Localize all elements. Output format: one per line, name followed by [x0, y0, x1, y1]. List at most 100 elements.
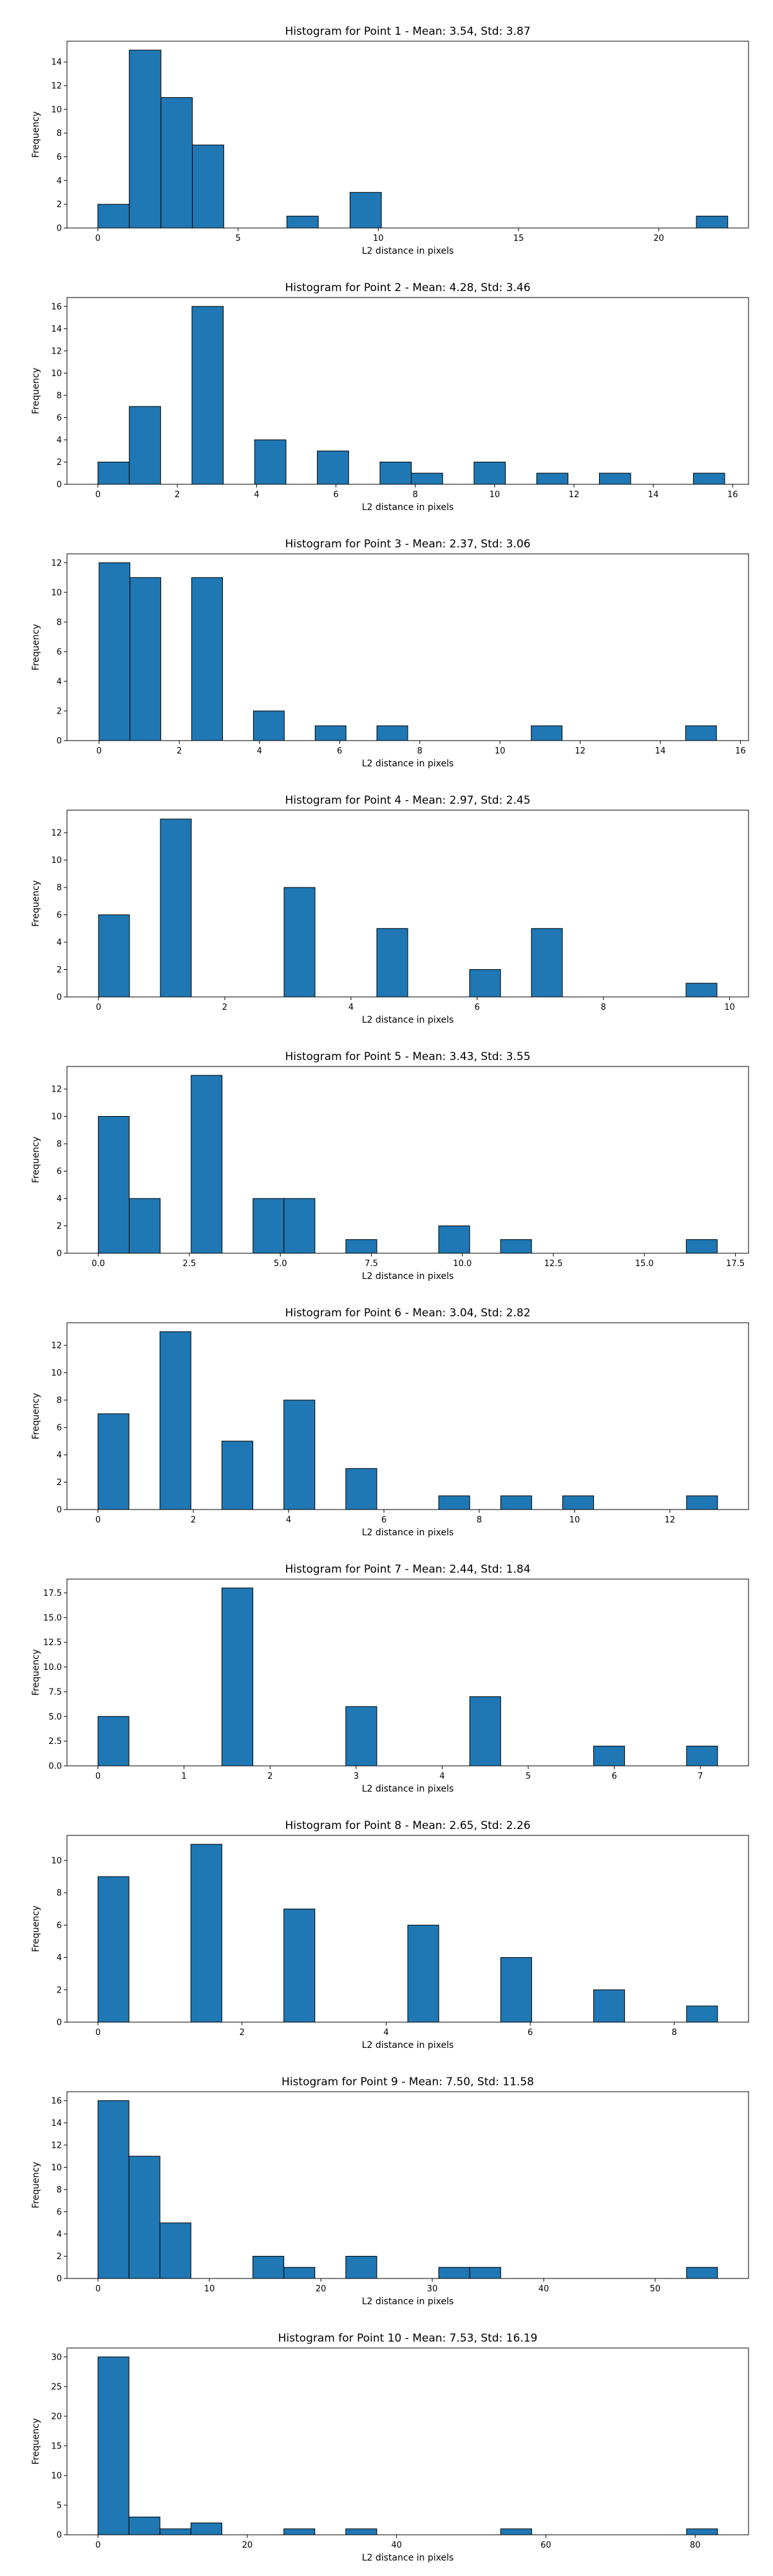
y-axis-label: Frequency [31, 111, 41, 158]
x-tick-label: 8 [417, 746, 423, 756]
y-tick-label: 12.5 [43, 1638, 62, 1648]
y-tick-label: 15 [51, 2441, 62, 2451]
x-tick-label: 2 [177, 746, 182, 756]
histogram-panel-3: Histogram for Point 3 - Mean: 2.37, Std:… [31, 538, 749, 769]
histogram-bar [159, 1331, 191, 1510]
histogram-bar [191, 1075, 223, 1254]
x-tick-label: 5.0 [274, 1259, 287, 1269]
x-axis-label: L2 distance in pixels [362, 1784, 454, 1794]
histogram-bar [500, 1239, 532, 1254]
axes-frame [66, 553, 749, 741]
x-tick-label: 0 [95, 2541, 100, 2550]
x-tick-label: 0 [95, 2028, 100, 2038]
x-tick-label: 0 [97, 746, 102, 756]
y-tick-label: 2 [57, 965, 62, 975]
y-tick-label: 8 [57, 1140, 62, 1150]
histogram-bar [97, 461, 130, 485]
histogram-bar [97, 204, 130, 229]
histogram-bar [686, 2005, 718, 2023]
histogram-bar [685, 725, 717, 741]
histogram-bar [692, 473, 725, 485]
y-tick-label: 5.0 [48, 1712, 62, 1722]
y-tick-label: 10 [51, 2471, 62, 2481]
y-axis-label: Frequency [31, 624, 41, 670]
y-tick-label: 10.0 [43, 1663, 62, 1672]
x-tick-label: 50 [650, 2284, 661, 2294]
histogram-bar [128, 2155, 160, 2279]
histogram-bar [283, 1198, 316, 1254]
histogram-bar [283, 1399, 316, 1510]
x-tick-label: 10 [204, 2284, 215, 2294]
histogram-bar [253, 2255, 285, 2279]
histogram-bar [345, 1468, 377, 1510]
x-tick-label: 12 [575, 746, 586, 756]
histogram-panel-8: Histogram for Point 8 - Mean: 2.65, Std:… [31, 1819, 749, 2050]
histogram-bar [438, 2267, 470, 2279]
x-tick-label: 6 [381, 1515, 386, 1525]
x-tick-label: 8 [601, 1003, 606, 1012]
histogram-bar [345, 1239, 377, 1254]
x-tick-label: 20 [653, 234, 664, 243]
y-tick-label: 6 [57, 647, 62, 657]
histogram-bar [411, 473, 443, 485]
histogram-bar [376, 725, 408, 741]
y-tick-label: 0 [57, 2531, 62, 2541]
y-tick-label: 8 [57, 2185, 62, 2195]
axes-frame [66, 297, 749, 485]
y-tick-label: 6 [57, 911, 62, 920]
y-tick-label: 10 [51, 856, 62, 866]
x-tick-label: 0 [95, 234, 100, 243]
histogram-bar [686, 1495, 718, 1510]
x-tick-label: 1 [182, 1772, 187, 1781]
histogram-bar [531, 725, 563, 741]
histogram-bar [562, 1495, 595, 1510]
histogram-bar [128, 2516, 160, 2535]
y-axis-label: Frequency [31, 2418, 41, 2465]
histogram-bar [221, 1587, 254, 1766]
histogram-panel-6: Histogram for Point 6 - Mean: 3.04, Std:… [31, 1307, 749, 1538]
x-tick-label: 10 [490, 490, 501, 500]
x-tick-label: 14 [655, 746, 666, 756]
y-tick-label: 14 [51, 325, 62, 334]
x-tick-label: 0 [95, 2284, 100, 2294]
x-tick-label: 40 [391, 2541, 402, 2550]
x-tick-label: 8 [477, 1515, 482, 1525]
x-tick-label: 12.5 [544, 1259, 563, 1269]
axes-frame [66, 2347, 749, 2535]
y-axis-label: Frequency [31, 2162, 41, 2208]
x-tick-label: 4 [348, 1003, 354, 1012]
y-tick-label: 16 [51, 2096, 62, 2106]
x-tick-label: 2 [267, 1772, 272, 1781]
chart-title: Histogram for Point 6 - Mean: 3.04, Std:… [285, 1307, 530, 1320]
histogram-bar [254, 439, 287, 485]
histogram-bar [283, 887, 316, 998]
x-tick-label: 16 [727, 490, 738, 500]
axes-frame [66, 41, 749, 229]
x-tick-label: 3 [354, 1772, 359, 1781]
x-tick-label: 2 [222, 1003, 227, 1012]
y-tick-label: 5 [57, 2501, 62, 2510]
x-tick-label: 0.0 [91, 1259, 105, 1269]
chart-title: Histogram for Point 2 - Mean: 4.28, Std:… [285, 281, 530, 294]
x-tick-label: 6 [337, 746, 342, 756]
x-axis-label: L2 distance in pixels [362, 2553, 454, 2563]
y-tick-label: 10 [51, 105, 62, 115]
histogram-bar [191, 577, 223, 741]
y-axis-label: Frequency [31, 368, 41, 414]
y-tick-label: 25 [51, 2382, 62, 2392]
histogram-panel-1: Histogram for Point 1 - Mean: 3.54, Std:… [31, 25, 749, 256]
x-tick-label: 30 [427, 2284, 438, 2294]
histogram-panel-2: Histogram for Point 2 - Mean: 4.28, Std:… [31, 281, 749, 513]
y-tick-label: 6 [57, 1167, 62, 1177]
histogram-bar [129, 50, 162, 229]
histogram-bar [317, 450, 349, 485]
histogram-bar [379, 461, 412, 485]
x-tick-label: 10.0 [453, 1259, 472, 1269]
x-tick-label: 15.0 [635, 1259, 654, 1269]
x-tick-label: 14 [648, 490, 659, 500]
y-tick-label: 30 [51, 2353, 62, 2362]
x-tick-label: 80 [690, 2541, 701, 2550]
histogram-bar [253, 1198, 285, 1254]
y-tick-label: 10 [51, 588, 62, 598]
x-tick-label: 0 [96, 1003, 101, 1012]
